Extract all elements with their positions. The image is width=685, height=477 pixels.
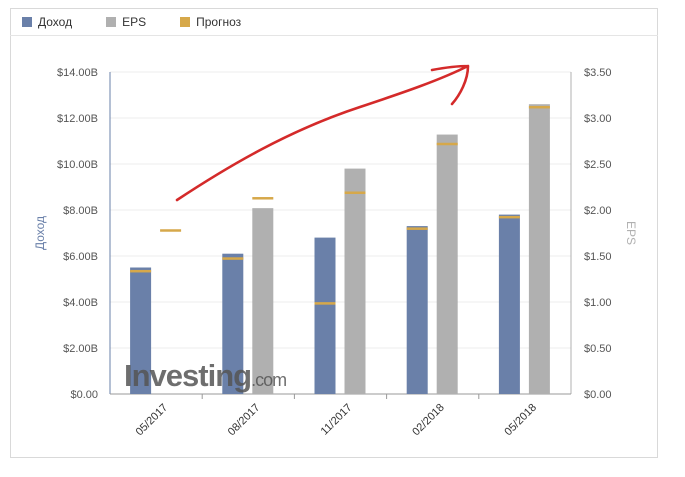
revenue-bar bbox=[314, 237, 336, 394]
eps-forecast-mark bbox=[252, 197, 274, 200]
y-right-tick-label: $1.00 bbox=[584, 297, 612, 309]
revenue-forecast-mark bbox=[406, 227, 428, 230]
y-left-tick-label: $8.00B bbox=[63, 205, 98, 217]
y-right-tick-label: $3.50 bbox=[584, 67, 612, 79]
x-tick-label: 11/2017 bbox=[319, 402, 355, 438]
y-left-tick-label: $12.00B bbox=[57, 113, 98, 125]
x-tick-label: 05/2017 bbox=[134, 402, 171, 439]
watermark-suffix: .com bbox=[251, 370, 286, 390]
eps-bar bbox=[344, 168, 366, 394]
y-left-tick-label: $14.00B bbox=[57, 67, 98, 79]
y-right-tick-label: $1.50 bbox=[584, 251, 612, 263]
revenue-forecast-mark bbox=[130, 269, 152, 273]
trend-arrow-annotation bbox=[175, 64, 470, 202]
revenue-forecast-mark bbox=[314, 302, 336, 305]
legend-label-revenue: Доход bbox=[38, 14, 73, 29]
legend-swatch-forecast bbox=[180, 16, 191, 27]
eps-bar bbox=[252, 208, 274, 394]
watermark-logo: Investing.com bbox=[124, 358, 286, 393]
revenue-bar bbox=[406, 226, 428, 394]
legend-item-forecast[interactable]: Прогноз bbox=[180, 15, 241, 29]
x-tick-label: 05/2018 bbox=[502, 402, 539, 439]
y-left-tick-label: $10.00B bbox=[57, 159, 98, 171]
eps-bar bbox=[528, 104, 550, 394]
revenue-bar bbox=[498, 214, 520, 394]
y-left-tick-label: $0.00 bbox=[70, 389, 98, 401]
chart-legend: Доход EPS Прогноз bbox=[10, 8, 658, 36]
eps-forecast-mark bbox=[344, 191, 366, 195]
y-right-tick-label: $2.50 bbox=[584, 159, 612, 171]
eps-forecast-mark bbox=[436, 142, 458, 146]
y-right-tick-label: $2.00 bbox=[584, 205, 612, 217]
revenue-forecast-mark bbox=[222, 257, 244, 260]
y-right-tick-label: $0.00 bbox=[584, 389, 612, 401]
eps-forecast-mark bbox=[160, 229, 182, 232]
watermark-brand: Investing bbox=[124, 358, 251, 393]
legend-item-eps[interactable]: EPS bbox=[106, 15, 146, 29]
legend-swatch-eps bbox=[106, 16, 117, 27]
eps-bar bbox=[436, 134, 458, 394]
y-right-tick-label: $0.50 bbox=[584, 343, 612, 355]
y-left-tick-label: $4.00B bbox=[63, 297, 98, 309]
y-left-tick-label: $2.00B bbox=[63, 343, 98, 355]
y-right-axis-title: EPS bbox=[624, 221, 638, 245]
y-left-tick-label: $6.00B bbox=[63, 251, 98, 263]
revenue-bar bbox=[222, 253, 244, 394]
y-right-tick-label: $3.00 bbox=[584, 113, 612, 125]
legend-label-forecast: Прогноз bbox=[196, 14, 242, 29]
revenue-bar bbox=[130, 267, 152, 394]
y-left-axis-title: Доход bbox=[33, 216, 47, 250]
eps-forecast-mark bbox=[528, 105, 550, 109]
revenue-forecast-mark bbox=[498, 215, 520, 219]
legend-swatch-revenue bbox=[22, 16, 32, 27]
x-tick-label: 02/2018 bbox=[410, 402, 447, 439]
x-tick-label: 08/2017 bbox=[226, 402, 263, 439]
legend-label-eps: EPS bbox=[122, 14, 147, 29]
legend-item-revenue[interactable]: Доход bbox=[22, 15, 72, 29]
